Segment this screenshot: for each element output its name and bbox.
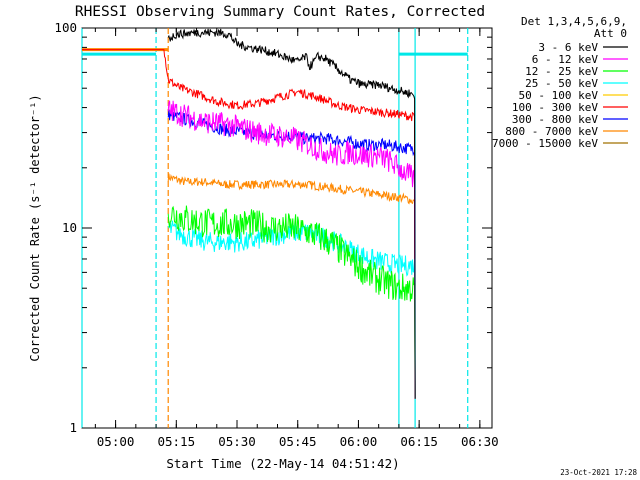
series-line-12-25keV xyxy=(167,205,416,399)
y-tick-label-0: 1 xyxy=(69,420,77,435)
series-line-6-12keV xyxy=(167,100,416,399)
x-axis-label: Start Time (22-May-14 04:51:42) xyxy=(166,456,399,471)
legend-label-8: 7000 - 15000 keV xyxy=(492,137,598,150)
x-tick-label-3: 05:45 xyxy=(279,434,317,449)
series-line-100-300keV xyxy=(82,49,416,399)
legend-label-5: 100 - 300 keV xyxy=(512,101,598,114)
legend-label-0: 3 - 6 keV xyxy=(538,41,598,54)
footer-date: 23-Oct-2021 17:28 xyxy=(560,468,637,477)
legend-label-7: 800 - 7000 keV xyxy=(505,125,598,138)
legend-label-3: 25 - 50 keV xyxy=(525,77,598,90)
x-tick-label-4: 06:00 xyxy=(340,434,378,449)
legend-header-line2: Att 0 xyxy=(594,27,627,40)
x-tick-label-6: 06:30 xyxy=(461,434,499,449)
plot-layer: 05:00 05:15 05:30 05:45 06:00 06:15 06:30 1 10 10… xyxy=(54,20,498,449)
series-line-800-7000keV xyxy=(167,173,416,399)
legend-label-1: 6 - 12 keV xyxy=(532,53,599,66)
x-tick-label-0: 05:00 xyxy=(97,434,135,449)
y-tick-label-1: 10 xyxy=(62,220,77,235)
legend-label-2: 12 - 25 keV xyxy=(525,65,598,78)
series-line-3-6keV xyxy=(167,28,416,399)
y-axis-label: Corrected Count Rate (s⁻¹ detector⁻¹) xyxy=(28,94,42,361)
legend-header-line1: Det 1,3,4,5,6,9, xyxy=(521,15,627,28)
x-tick-label-2: 05:30 xyxy=(218,434,256,449)
chart-title: RHESSI Observing Summary Count Rates, Co… xyxy=(75,4,485,20)
y-tick-label-2: 100 xyxy=(54,20,77,35)
x-tick-label-1: 05:15 xyxy=(157,434,195,449)
x-tick-label-5: 06:15 xyxy=(400,434,438,449)
legend-label-6: 300 - 800 keV xyxy=(512,113,598,126)
legend-label-4: 50 - 100 keV xyxy=(519,89,599,102)
